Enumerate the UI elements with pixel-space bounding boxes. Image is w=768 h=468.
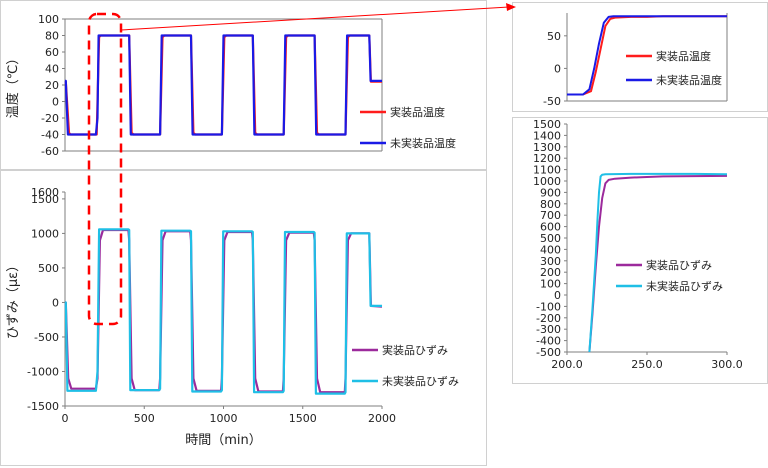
series-line-temp_main-1: [64, 34, 382, 136]
x-tick-label: 300.0: [711, 358, 743, 371]
y-tick-label: 0: [554, 62, 561, 75]
y-tick-label: 300: [540, 255, 561, 268]
y-tick-label: -40: [41, 129, 59, 142]
x-axis-title: 時間（min）: [185, 433, 262, 448]
x-tick-label: 200.0: [551, 358, 583, 371]
y-tick-label: 1200: [533, 152, 561, 165]
y-tick-label: -1500: [27, 400, 59, 413]
y-tick-label: 50: [547, 30, 561, 43]
y-tick-label: -50: [543, 95, 561, 108]
y-axis-title: 温度（℃）: [5, 52, 21, 119]
callout-arrow-line: [120, 6, 510, 31]
x-tick-label: 0: [62, 412, 69, 425]
y-tick-label: 1100: [533, 164, 561, 177]
y-tick-label: 1300: [533, 141, 561, 154]
y-tick-label: 1600: [31, 186, 59, 199]
y-tick-label: -500: [34, 331, 59, 344]
y-tick-label: 1000: [533, 175, 561, 188]
y-tick-label: 100: [540, 278, 561, 291]
legend-label: 未実装品ひずみ: [646, 279, 723, 293]
y-tick-label: 0: [52, 296, 59, 309]
x-tick-label: 500: [134, 412, 155, 425]
panel-frame-strain_main: [0, 170, 487, 466]
panel-frame-strain_zoom: [512, 117, 768, 384]
legend-label: 実装品ひずみ: [382, 343, 448, 357]
y-tick-label: 400: [540, 243, 561, 256]
callout-arrowhead: [506, 3, 516, 11]
panel-frame-temp_main: [0, 0, 487, 170]
y-tick-label: 800: [540, 198, 561, 211]
legend-label: 未実装品温度: [656, 73, 722, 87]
y-axis-title: ひずみ（με）: [6, 259, 21, 339]
legend-label: 実装品温度: [656, 49, 711, 63]
y-tick-label: 900: [540, 186, 561, 199]
y-tick-label: 60: [45, 46, 59, 59]
y-tick-label: 100: [38, 13, 59, 26]
y-tick-label: 500: [540, 232, 561, 245]
series-line-strain_zoom-1: [588, 172, 728, 353]
x-tick-label: 1000: [210, 412, 238, 425]
y-tick-label: 80: [45, 30, 59, 43]
y-tick-label: -20: [41, 112, 59, 125]
series-line-temp_zoom-1: [567, 15, 727, 96]
y-tick-label: -100: [536, 300, 561, 313]
y-tick-label: -400: [536, 335, 561, 348]
y-tick-label: -1000: [27, 365, 59, 378]
y-tick-label: 600: [540, 221, 561, 234]
y-tick-label: 40: [45, 63, 59, 76]
x-tick-label: 2000: [368, 412, 396, 425]
zoom-region-box: [87, 12, 123, 326]
y-tick-label: -200: [536, 312, 561, 325]
legend-label: 未実装品ひずみ: [382, 374, 459, 388]
y-tick-label: 1500: [31, 193, 59, 206]
y-tick-label: 200: [540, 266, 561, 279]
y-tick-label: 1500: [533, 118, 561, 131]
y-tick-label: 0: [52, 96, 59, 109]
y-tick-label: 1000: [31, 227, 59, 240]
legend-label: 実装品ひずみ: [646, 258, 712, 272]
legend-label: 実装品温度: [390, 105, 445, 119]
y-tick-label: 500: [38, 262, 59, 275]
x-tick-label: 250.0: [631, 358, 663, 371]
y-tick-label: 700: [540, 209, 561, 222]
y-tick-label: -60: [41, 145, 59, 158]
y-tick-label: 1400: [533, 129, 561, 142]
y-tick-label: -500: [536, 346, 561, 359]
x-tick-label: 1500: [289, 412, 317, 425]
y-tick-label: -300: [536, 323, 561, 336]
y-tick-label: 0: [554, 289, 561, 302]
y-tick-label: 20: [45, 79, 59, 92]
series-line-strain_main-1: [64, 228, 382, 395]
legend-label: 未実装品温度: [390, 136, 456, 150]
